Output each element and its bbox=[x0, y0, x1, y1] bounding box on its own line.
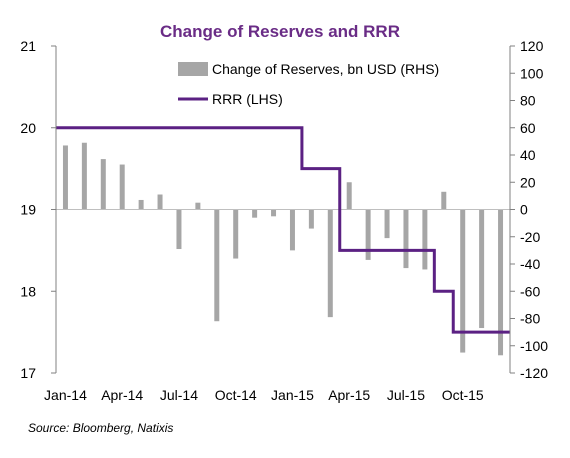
x-axis: Jan-14 Apr-14 Jul-14 Oct-14 Jan-15 Apr-15 Jul-… bbox=[44, 387, 484, 403]
right-tick-label: -100 bbox=[520, 338, 548, 354]
right-tick-label: -40 bbox=[520, 256, 540, 272]
source-note: Source: Bloomberg, Natixis bbox=[28, 421, 173, 435]
reserve-bar bbox=[271, 209, 277, 217]
reserve-bar bbox=[327, 209, 333, 318]
x-tick-label: Apr-14 bbox=[101, 387, 143, 403]
reserve-bar bbox=[346, 182, 352, 210]
reserve-bar bbox=[119, 164, 125, 210]
reserve-bar bbox=[195, 202, 201, 210]
x-tick-label: Jan-14 bbox=[44, 387, 87, 403]
legend-label-rrr: RRR (LHS) bbox=[212, 91, 283, 107]
rrr-line bbox=[56, 126, 510, 334]
right-tick-label: 40 bbox=[520, 147, 536, 163]
reserve-bar bbox=[157, 194, 163, 210]
right-tick-label: -80 bbox=[520, 311, 540, 327]
legend-label-reserves: Change of Reserves, bn USD (RHS) bbox=[212, 61, 439, 77]
reserve-bar bbox=[100, 159, 106, 210]
reserve-bar bbox=[214, 209, 220, 322]
reserve-bar bbox=[233, 209, 239, 259]
legend: Change of Reserves, bn USD (RHS) RRR (LH… bbox=[178, 61, 439, 107]
reserve-bar bbox=[422, 209, 428, 270]
legend-swatch-reserves bbox=[178, 62, 208, 76]
x-tick-label: Oct-14 bbox=[215, 387, 257, 403]
right-axis: -120 -100 -80 -60 -40 -20 0 20 40 60 80 100 120 bbox=[509, 38, 548, 381]
reserve-bar bbox=[176, 209, 182, 250]
reserve-bar bbox=[62, 145, 68, 210]
reserve-bar bbox=[498, 209, 504, 356]
reserve-bar bbox=[308, 209, 314, 229]
right-tick-label: -20 bbox=[520, 229, 540, 245]
right-tick-label: -60 bbox=[520, 283, 540, 299]
left-axis: 17 18 19 20 21 bbox=[20, 38, 57, 381]
right-tick-label: 120 bbox=[520, 38, 544, 54]
right-tick-label: 80 bbox=[520, 93, 536, 109]
x-tick-label: Apr-15 bbox=[328, 387, 370, 403]
right-tick-label: 0 bbox=[520, 202, 528, 218]
reserve-bar bbox=[365, 209, 371, 260]
reserve-bar bbox=[81, 142, 87, 210]
rrr-line-group bbox=[56, 126, 510, 334]
reserve-bar bbox=[252, 209, 258, 218]
x-tick-label: Oct-15 bbox=[442, 387, 484, 403]
left-tick-label: 19 bbox=[20, 202, 36, 218]
reserve-bar bbox=[138, 199, 144, 210]
reserve-bar bbox=[479, 209, 485, 329]
chart-title: Change of Reserves and RRR bbox=[160, 22, 400, 41]
right-tick-label: -120 bbox=[520, 365, 548, 381]
reserve-bar bbox=[441, 191, 447, 210]
reserve-bar bbox=[460, 209, 466, 353]
right-tick-label: 20 bbox=[520, 174, 536, 190]
x-tick-label: Jul-14 bbox=[160, 387, 198, 403]
left-tick-label: 21 bbox=[20, 38, 36, 54]
left-tick-label: 20 bbox=[20, 120, 36, 136]
reserve-bar bbox=[289, 209, 295, 251]
reserve-bar bbox=[403, 209, 409, 269]
reserve-bars bbox=[62, 142, 504, 356]
left-tick-label: 18 bbox=[20, 283, 36, 299]
x-tick-label: Jul-15 bbox=[387, 387, 425, 403]
left-tick-label: 17 bbox=[20, 365, 36, 381]
right-tick-label: 100 bbox=[520, 65, 544, 81]
reserve-bar bbox=[384, 209, 390, 239]
x-tick-label: Jan-15 bbox=[271, 387, 314, 403]
right-tick-label: 60 bbox=[520, 120, 536, 136]
